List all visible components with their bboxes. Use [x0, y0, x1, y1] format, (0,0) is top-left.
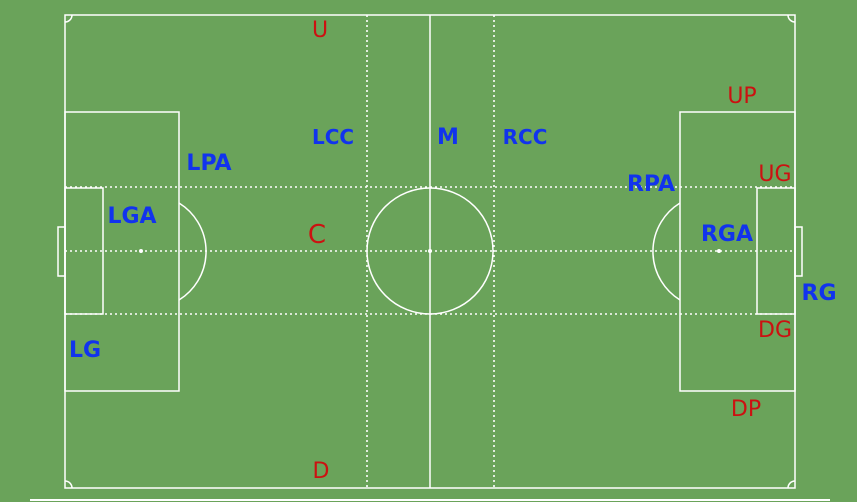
left-penalty-spot [139, 249, 143, 253]
label-left-center-channel: LCC [311, 125, 355, 149]
right-penalty-box [679, 111, 796, 392]
label-center: C [307, 220, 327, 250]
label-right-center-channel: RCC [502, 125, 548, 149]
label-top: U [311, 18, 329, 43]
left-goal [57, 226, 66, 277]
corner-arc-top-right [787, 14, 796, 23]
label-left-penalty-area: LPA [186, 151, 232, 176]
label-left-goal: LG [68, 338, 102, 363]
label-bottom: D [312, 459, 330, 484]
label-right-penalty-area: RPA [626, 172, 676, 197]
label-right-goal: RG [801, 281, 837, 306]
center-spot [428, 249, 432, 253]
right-penalty-spot [717, 249, 721, 253]
label-down-goal: DG [758, 318, 792, 343]
label-midfield: M [437, 125, 459, 150]
label-down-penalty: DP [730, 397, 762, 422]
label-upper-penalty: UP [727, 84, 757, 109]
corner-arc-bottom-right [787, 480, 796, 489]
right-penalty-arc [652, 202, 681, 301]
corner-arc-top-left [64, 14, 73, 23]
label-right-goal-area: RGA [700, 222, 754, 247]
label-upper-goal: UG [758, 162, 792, 187]
right-goal [794, 226, 803, 277]
corner-arc-bottom-left [64, 480, 73, 489]
label-left-goal-area: LGA [107, 204, 157, 229]
